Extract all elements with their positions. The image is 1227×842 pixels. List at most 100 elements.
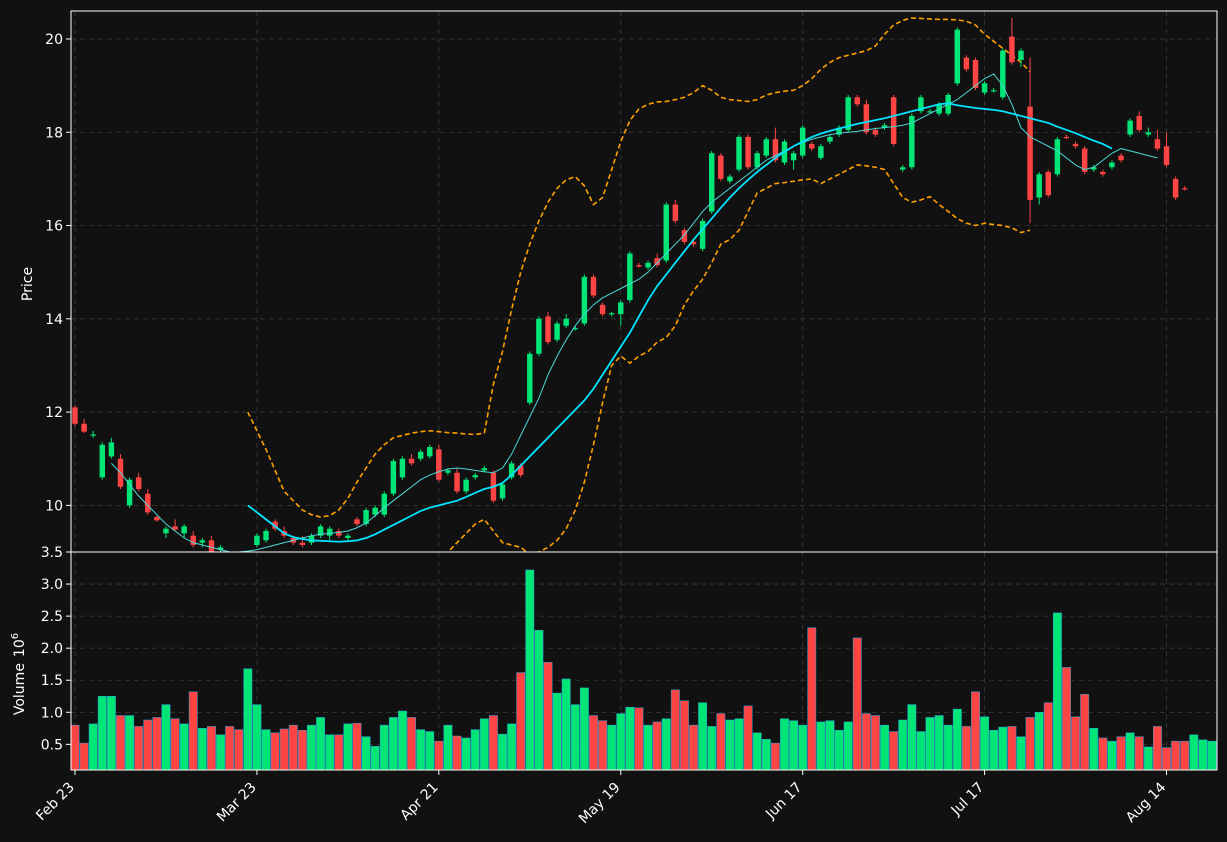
candle [745, 134, 751, 170]
candle [390, 458, 397, 497]
candle [736, 134, 742, 172]
volume-bar [1089, 728, 1099, 770]
volume-bar [134, 726, 144, 770]
volume-bar [743, 705, 753, 770]
candle-body [72, 407, 78, 424]
candle [890, 94, 897, 147]
candle [208, 535, 215, 552]
volume-bar [79, 742, 89, 770]
candle [99, 442, 106, 480]
candle [1063, 134, 1070, 140]
candle-body [254, 535, 260, 546]
candle [708, 150, 715, 214]
candle [599, 302, 606, 317]
candle [381, 491, 387, 518]
price-tick-label: 16 [45, 219, 63, 235]
volume-bar [898, 719, 908, 770]
volume-bar [416, 729, 426, 770]
volume-bar [71, 724, 80, 770]
volume-bar [1107, 740, 1117, 770]
candle-body [163, 528, 169, 534]
candle-body [208, 540, 215, 552]
candle [727, 174, 733, 184]
candle-body [463, 479, 469, 492]
candle-body [790, 153, 797, 161]
volume-bar [534, 629, 544, 770]
candle [463, 477, 469, 494]
volume-bar [807, 627, 817, 770]
volume-bar [498, 733, 507, 770]
candle [1145, 127, 1152, 137]
candle-body [900, 167, 906, 170]
candle-body [263, 531, 269, 541]
volume-bar [925, 717, 935, 770]
candle-body [708, 153, 715, 212]
candle-body [954, 29, 961, 84]
candle [1136, 111, 1142, 133]
volume-bar [679, 700, 689, 770]
candle-body [1109, 162, 1115, 168]
candle-body [581, 276, 588, 324]
volume-bar [443, 724, 453, 770]
candle [636, 262, 642, 268]
volume-bar [861, 713, 871, 770]
volume-bar [370, 746, 380, 770]
volume-bar [188, 691, 198, 770]
candle [1091, 164, 1097, 172]
candle [427, 444, 433, 459]
volume-bar [261, 729, 271, 770]
candle-body [827, 136, 833, 142]
candle-body [363, 510, 369, 525]
candle [499, 482, 506, 501]
volume-bar [106, 696, 116, 770]
candle [1109, 160, 1115, 170]
volume-bar [243, 668, 253, 770]
volume-bar [843, 721, 853, 770]
candle-body [108, 442, 115, 457]
candle [900, 164, 906, 172]
candle-body [1027, 106, 1033, 200]
candle [918, 94, 924, 114]
volume-bar [325, 734, 335, 770]
price-tick-label: 18 [45, 125, 63, 141]
volume-bar [170, 718, 180, 770]
candle [135, 472, 142, 492]
volume-bar [579, 687, 589, 770]
candle [126, 477, 133, 508]
volume-bar [725, 719, 735, 770]
candle-body [408, 458, 415, 464]
candle [854, 94, 860, 107]
candle-body [563, 318, 569, 326]
volume-bar [971, 691, 980, 770]
candle [1172, 176, 1179, 200]
volume-bar [470, 729, 480, 770]
candle-body [345, 535, 351, 539]
volume-bar [1180, 740, 1190, 770]
candle [154, 514, 160, 522]
volume-bar [1152, 726, 1162, 770]
candle-body [663, 204, 669, 261]
volume-bar [570, 704, 580, 770]
volume-bar [1071, 716, 1080, 770]
volume-tick-label: 0.5 [41, 737, 63, 753]
volume-bar [297, 729, 307, 770]
volume-bar [1143, 746, 1153, 770]
candle [790, 150, 797, 170]
volume-bar [97, 696, 107, 770]
candle-body [636, 265, 642, 267]
volume-bar [716, 713, 726, 770]
candle-body [1036, 174, 1042, 198]
candle-body [90, 434, 96, 436]
volume-bar [116, 715, 125, 770]
volume-bar [916, 731, 926, 770]
candle [336, 528, 342, 539]
volume-bar [616, 713, 626, 770]
candle-body [881, 125, 888, 128]
candle-body [763, 139, 770, 156]
price-panel [72, 17, 1188, 552]
candle-body [963, 57, 970, 70]
volume-bar [1125, 732, 1135, 770]
candle-body [1045, 171, 1052, 196]
